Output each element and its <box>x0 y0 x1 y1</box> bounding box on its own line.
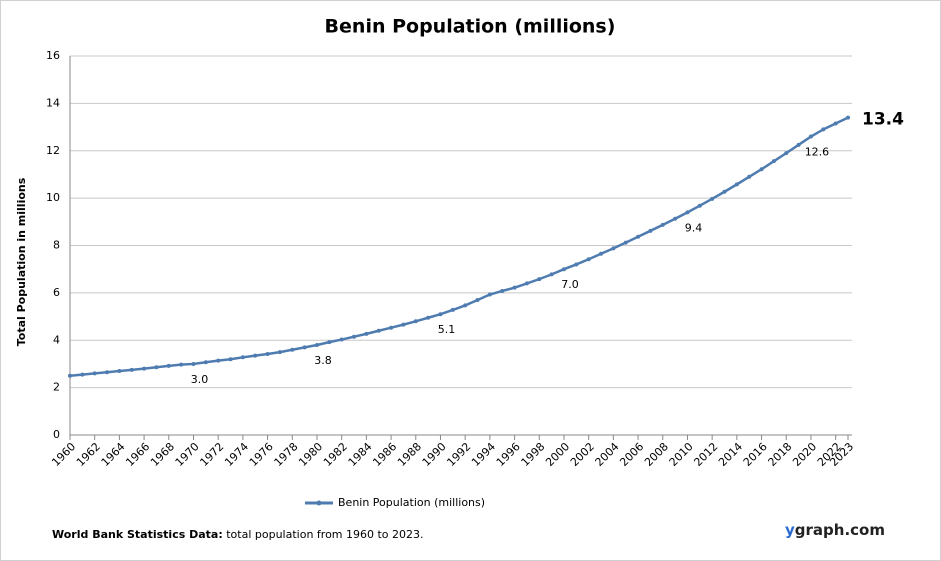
y-tick-label: 4 <box>53 333 60 346</box>
data-point <box>413 319 418 324</box>
data-point <box>203 360 208 365</box>
y-tick-label: 6 <box>53 286 60 299</box>
data-point <box>796 142 801 147</box>
data-point <box>846 115 850 120</box>
value-label: 7.0 <box>561 278 579 291</box>
data-point <box>673 216 678 221</box>
chart-title: Benin Population (millions) <box>325 16 616 38</box>
data-point <box>105 370 110 375</box>
data-point <box>277 350 282 355</box>
data-point <box>117 369 122 374</box>
data-point <box>561 267 566 272</box>
data-point <box>487 292 492 297</box>
value-label: 12.6 <box>805 146 830 159</box>
data-point <box>191 361 196 366</box>
y-tick-label: 14 <box>46 96 60 109</box>
data-point <box>833 121 838 126</box>
data-point <box>549 272 554 277</box>
value-label: 5.1 <box>438 323 456 336</box>
data-point <box>314 342 319 347</box>
brand-prefix: y <box>785 521 795 539</box>
source-label: World Bank Statistics Data: <box>52 528 223 541</box>
data-point <box>216 358 221 363</box>
value-label: 13.4 <box>862 110 904 130</box>
legend: Benin Population (millions) <box>305 496 485 509</box>
data-point <box>710 196 715 201</box>
data-point <box>376 328 381 333</box>
data-point <box>80 372 85 377</box>
data-point <box>426 315 431 320</box>
data-point <box>611 246 616 251</box>
data-point <box>166 363 171 368</box>
data-point <box>364 331 369 336</box>
data-point <box>586 257 591 262</box>
data-point <box>265 351 270 356</box>
y-tick-label: 0 <box>53 428 60 441</box>
data-point <box>389 325 394 330</box>
data-point <box>352 334 357 339</box>
data-point <box>401 322 406 327</box>
y-tick-label: 10 <box>46 191 60 204</box>
data-line <box>69 116 849 378</box>
legend-label: Benin Population (millions) <box>338 496 485 509</box>
source-text: total population from 1960 to 2023. <box>223 528 424 541</box>
data-point <box>524 281 529 286</box>
data-point <box>179 362 184 367</box>
data-point <box>599 251 604 256</box>
data-point <box>512 285 517 290</box>
data-point <box>734 182 739 187</box>
data-point <box>92 371 97 376</box>
brand-rest: graph.com <box>795 521 885 539</box>
data-point <box>574 262 579 267</box>
data-point <box>302 345 307 350</box>
data-point <box>623 240 628 245</box>
data-point <box>821 127 826 132</box>
data-point <box>747 174 752 179</box>
data-point <box>228 357 233 362</box>
data-point <box>129 367 134 372</box>
data-point <box>697 203 702 208</box>
y-tick-label: 8 <box>53 239 60 252</box>
data-point <box>660 222 665 227</box>
data-point <box>537 277 542 282</box>
data-point <box>154 365 159 370</box>
data-point <box>450 307 455 312</box>
data-point <box>463 303 468 308</box>
value-label: 3.0 <box>191 373 209 386</box>
value-label: 3.8 <box>314 354 332 367</box>
source-note: World Bank Statistics Data: total popula… <box>52 528 424 541</box>
data-point <box>808 134 813 139</box>
data-point <box>290 347 295 352</box>
data-point <box>722 189 727 194</box>
brand: ygraph.com <box>785 521 885 539</box>
data-point <box>475 297 480 302</box>
data-point <box>142 366 147 371</box>
data-point <box>68 373 72 378</box>
data-point <box>253 353 258 358</box>
data-point <box>636 234 641 239</box>
y-tick-label: 12 <box>46 144 60 157</box>
value-label: 9.4 <box>685 221 703 234</box>
data-point <box>438 312 443 317</box>
data-point <box>327 340 332 345</box>
data-point <box>771 159 776 164</box>
y-tick-label: 2 <box>53 381 60 394</box>
legend-marker <box>316 500 322 506</box>
data-point <box>784 151 789 156</box>
data-point <box>648 228 653 233</box>
data-point <box>240 355 245 360</box>
data-point <box>339 337 344 342</box>
data-point <box>685 210 690 215</box>
data-point <box>759 167 764 172</box>
y-axis-label: Total Population in millions <box>15 177 28 346</box>
y-tick-label: 16 <box>46 49 60 62</box>
data-point <box>500 288 505 293</box>
